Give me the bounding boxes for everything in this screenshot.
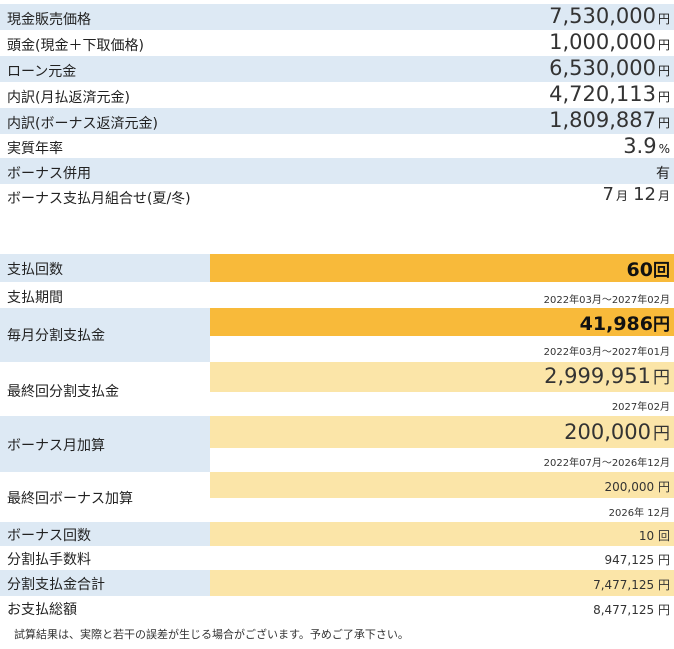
bonus-count-value-cell: 10 回 [210, 522, 674, 546]
installment-total-value: 7,477,125 [593, 578, 655, 592]
final-bonus-label-cell: 最終回ボーナス加算 [0, 472, 210, 522]
summary-label: ボーナス併用 [7, 166, 91, 182]
installment-total-value-cell: 7,477,125 円 [210, 570, 674, 596]
final-bonus-date-cell: 2026年 12月 [210, 498, 674, 522]
payment-period-label: 支払期間 [7, 290, 63, 306]
payment-period-label-cell: 支払期間 [0, 282, 210, 308]
final-bonus-value-cell: 200,000 円 [210, 472, 674, 498]
grand-total-label: お支払総額 [7, 602, 77, 618]
summary-value: 6,530,000 [549, 56, 656, 80]
summary-label: 実質年率 [7, 141, 63, 157]
summary-unit: 円 [657, 38, 670, 52]
payment-period-value-cell: 2022年03月～2027年02月 [210, 282, 674, 308]
bonus-count-label-cell: ボーナス回数 [0, 522, 210, 546]
grand-total-unit: 円 [657, 603, 670, 617]
fee-label: 分割払手数料 [7, 552, 91, 568]
monthly-unit: 円 [653, 315, 670, 335]
final-bonus-label: 最終回ボーナス加算 [7, 491, 133, 507]
summary-row: 頭金(現金＋下取価格) 1,000,000 円 [0, 30, 674, 56]
bonus-add-unit: 円 [653, 424, 670, 444]
final-monthly-date: 2027年02月 [611, 402, 670, 413]
summary-label: 内訳(月払返済元金) [7, 90, 130, 106]
payment-count-value: 60 [626, 259, 653, 281]
summary-unit: 円 [657, 12, 670, 26]
monthly-range: 2022年03月～2027年01月 [543, 347, 670, 358]
summary-value: 3.9 [623, 134, 657, 158]
installment-total-label: 分割支払金合計 [7, 577, 105, 593]
final-bonus-value: 200,000 [604, 480, 655, 494]
bonus-count-unit: 回 [657, 529, 670, 543]
disclaimer-note: 試算結果は、実際と若干の誤差が生じる場合がございます。予めご了承下さい。 [14, 628, 409, 641]
fee-value: 947,125 [604, 553, 655, 567]
bonus-add-value-cell: 200,000 円 [210, 416, 674, 448]
final-bonus-date: 2026年 12月 [608, 508, 670, 519]
installment-total-unit: 円 [657, 578, 670, 592]
payment-count-label: 支払回数 [7, 262, 63, 278]
monthly-value: 41,986 [579, 313, 653, 335]
final-monthly-value: 2,999,951 [544, 364, 651, 388]
bonus-add-range: 2022年07月～2026年12月 [543, 458, 670, 469]
bonus-add-label-cell: ボーナス月加算 [0, 416, 210, 472]
summary-row: 現金販売価格 7,530,000 円 [0, 4, 674, 30]
summary-unit: 月 [657, 189, 670, 203]
summary-label: 内訳(ボーナス返済元金) [7, 116, 158, 132]
final-monthly-date-cell: 2027年02月 [210, 392, 674, 416]
summary-label: ローン元金 [7, 64, 77, 80]
grand-total-value: 8,477,125 [593, 603, 655, 617]
bonus-month-winter: 12 [633, 184, 656, 205]
summary-value: 1,000,000 [549, 30, 656, 54]
summary-row: 内訳(月払返済元金) 4,720,113 円 [0, 82, 674, 108]
summary-unit: 円 [657, 90, 670, 104]
monthly-label-cell: 毎月分割支払金 [0, 308, 210, 362]
summary-row: 内訳(ボーナス返済元金) 1,809,887 円 [0, 108, 674, 134]
bonus-add-range-cell: 2022年07月～2026年12月 [210, 448, 674, 472]
payment-count-unit: 回 [653, 261, 670, 281]
final-bonus-unit: 円 [657, 480, 670, 494]
summary-unit: 円 [657, 116, 670, 130]
payment-count-value-cell: 60回 [210, 254, 674, 282]
summary-unit: % [658, 142, 670, 156]
summary-value: 有 [656, 166, 670, 182]
summary-label: 頭金(現金＋下取価格) [7, 38, 144, 54]
payment-count-label-cell: 支払回数 [0, 254, 210, 282]
bonus-add-value: 200,000 [564, 420, 651, 444]
summary-value: 1,809,887 [549, 108, 656, 132]
installment-total-label-cell: 分割支払金合計 [0, 570, 210, 596]
final-monthly-value-cell: 2,999,951 円 [210, 362, 674, 392]
monthly-value-cell: 41,986円 [210, 308, 674, 336]
summary-row: ローン元金 6,530,000 円 [0, 56, 674, 82]
final-monthly-label-cell: 最終回分割支払金 [0, 362, 210, 416]
grand-total-label-cell: お支払総額 [0, 596, 210, 620]
summary-row: 実質年率 3.9% [0, 134, 674, 158]
fee-value-cell: 947,125 円 [210, 546, 674, 570]
bonus-count-label: ボーナス回数 [7, 528, 91, 544]
fee-unit: 円 [657, 553, 670, 567]
summary-value: 4,720,113 [549, 82, 656, 106]
summary-unit: 円 [657, 64, 670, 78]
monthly-label: 毎月分割支払金 [7, 328, 105, 344]
payment-period-range: 2022年03月～2027年02月 [543, 295, 670, 306]
summary-label: ボーナス支払月組合せ(夏/冬) [7, 191, 191, 207]
final-monthly-label: 最終回分割支払金 [7, 384, 119, 400]
bonus-count-value: 10 [638, 529, 655, 543]
summary-row: ボーナス併用 有 [0, 158, 674, 184]
fee-label-cell: 分割払手数料 [0, 546, 210, 570]
summary-label: 現金販売価格 [7, 12, 91, 28]
monthly-range-cell: 2022年03月～2027年01月 [210, 336, 674, 362]
final-monthly-unit: 円 [653, 368, 670, 388]
grand-total-value-cell: 8,477,125 円 [210, 596, 674, 620]
summary-value: 7,530,000 [549, 4, 656, 28]
bonus-month-summer: 7 [602, 184, 614, 205]
summary-unit: 月 [615, 189, 628, 203]
bonus-add-label: ボーナス月加算 [7, 438, 105, 454]
